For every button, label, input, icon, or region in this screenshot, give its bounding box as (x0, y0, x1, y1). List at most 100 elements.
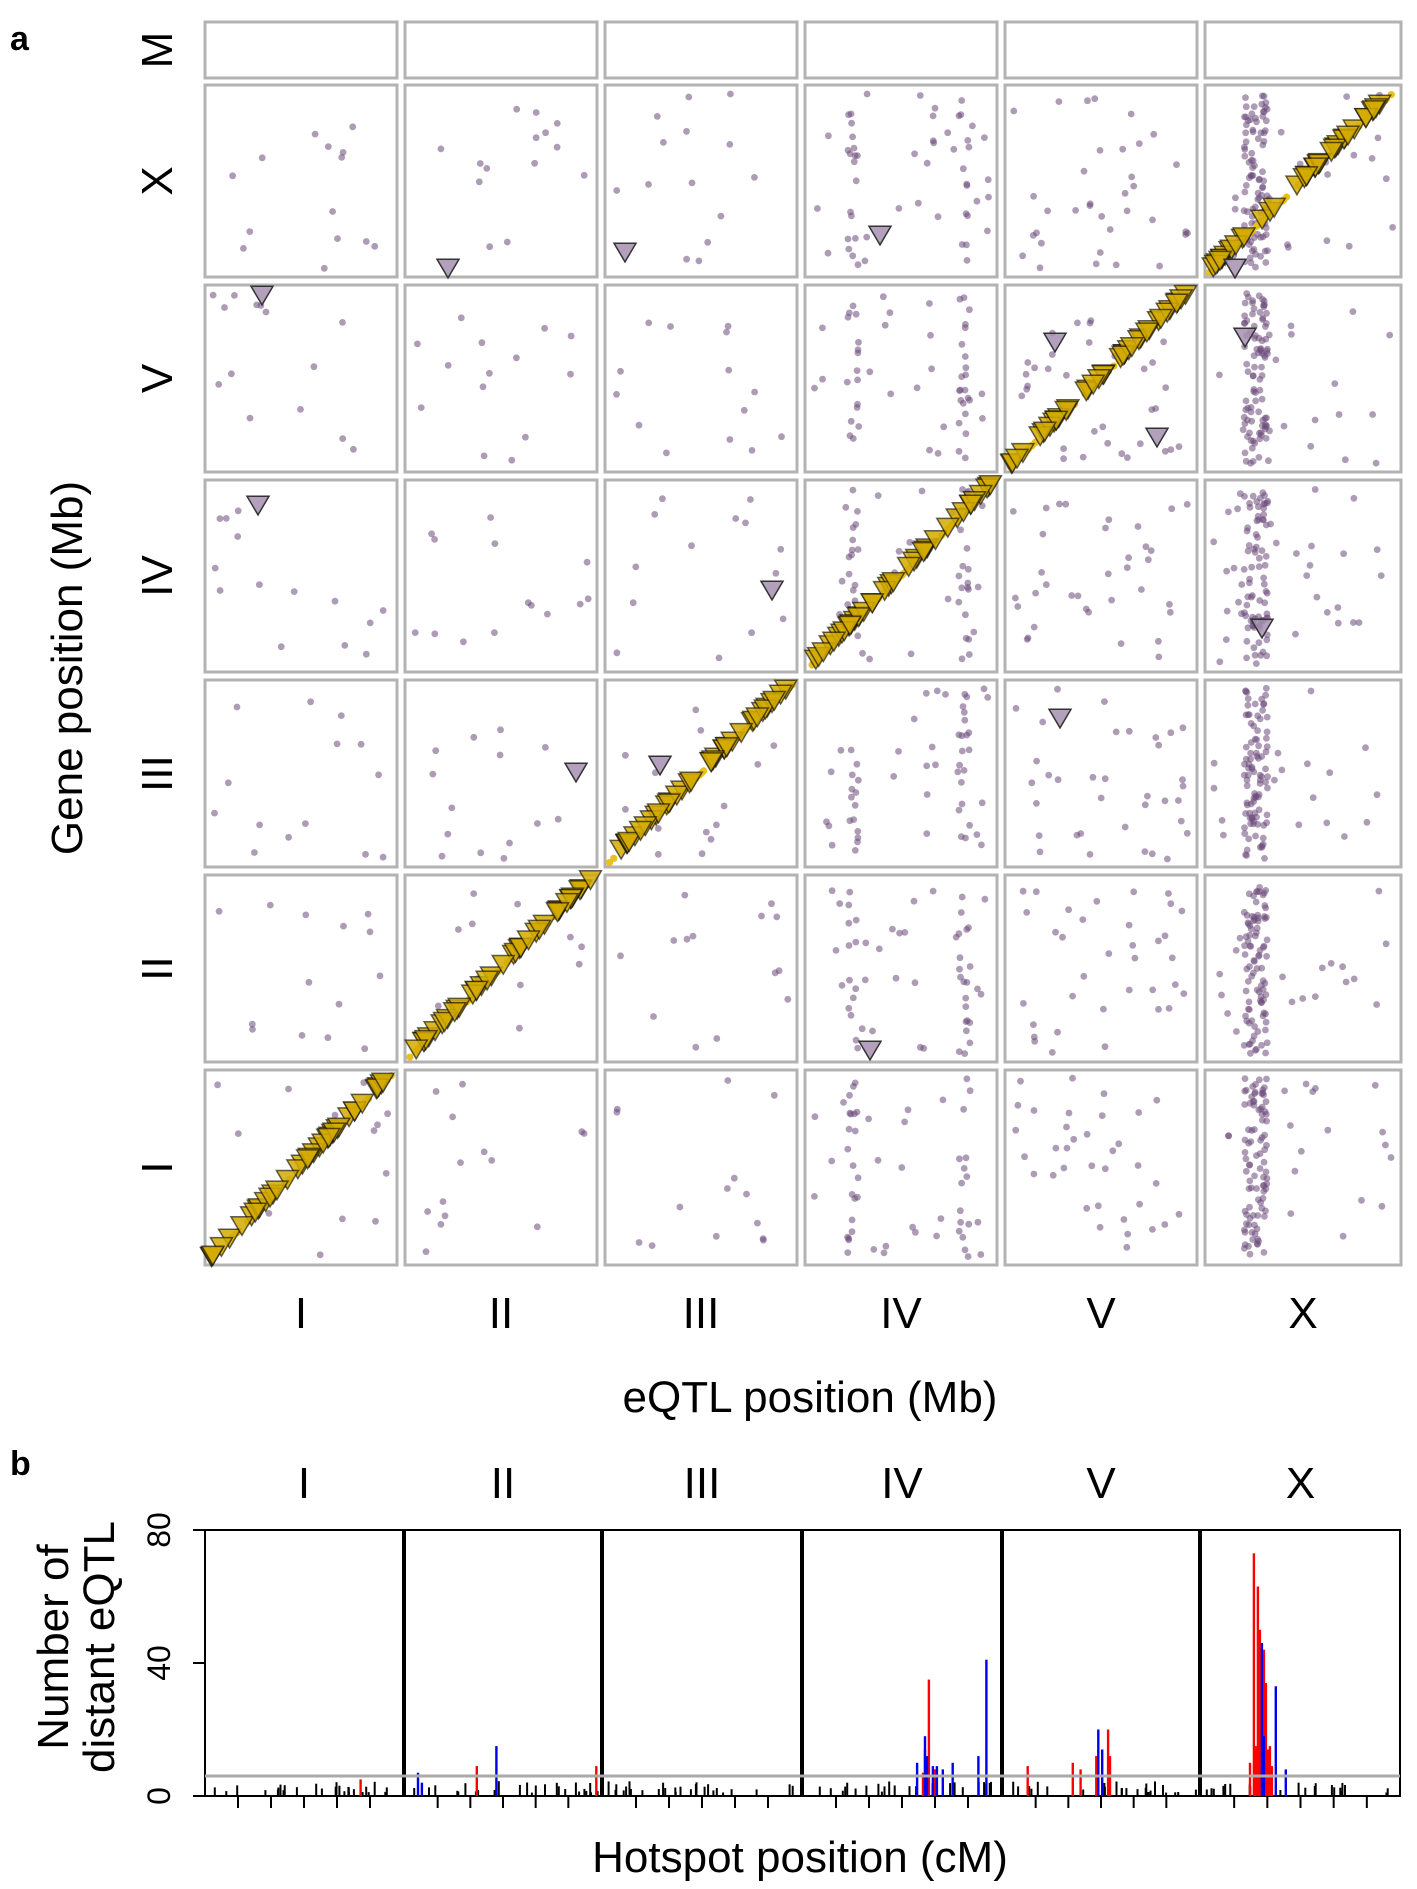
facet-cell-IV-II (403, 478, 599, 674)
distant-eqtl-point (963, 257, 971, 264)
distant-eqtl-point (1105, 516, 1113, 524)
distant-eqtl-point (1098, 213, 1106, 220)
hotspot-bar-black (846, 1782, 849, 1796)
distant-eqtl-point (1079, 453, 1087, 461)
x-axis-title-b: Hotspot position (cM) (592, 1833, 1008, 1882)
distant-eqtl-point (955, 806, 963, 814)
distant-eqtl-point (1100, 1005, 1107, 1013)
distant-eqtl-point (460, 638, 467, 646)
distant-eqtl-point (965, 143, 973, 151)
distant-eqtl-point (1372, 459, 1380, 467)
distant-eqtl-point (942, 691, 949, 698)
distant-eqtl-point (1030, 623, 1038, 631)
distant-eqtl-point (1258, 337, 1266, 345)
distant-eqtl-point (364, 910, 372, 918)
distant-eqtl-point (1256, 435, 1264, 443)
local-hotspot-triangle (285, 1159, 311, 1181)
distant-eqtl-point (1022, 370, 1030, 378)
distant-eqtl-point (962, 634, 970, 642)
distant-eqtl-point (1246, 575, 1253, 583)
distant-eqtl-point (985, 193, 992, 201)
hotspot-bar-black (730, 1789, 733, 1796)
facet-cell-X-V (1003, 83, 1199, 279)
hotspot-bar-black (335, 1782, 338, 1796)
distant-eqtl-point (1254, 230, 1261, 238)
hotspot-bar-black (385, 1787, 388, 1796)
facet-cell-X-X (1200, 83, 1403, 279)
facet-cell-IV-IV (803, 475, 1003, 674)
distant-eqtl-point (962, 1003, 970, 1010)
facet-cell-M-V (1003, 20, 1199, 80)
distant-eqtl-point (1241, 1101, 1249, 1108)
local-hotspot-triangle (911, 541, 936, 563)
distant-eqtl-point (920, 1044, 928, 1052)
distant-eqtl-point (966, 963, 974, 970)
distant-eqtl-point (854, 261, 862, 269)
distant-eqtl-point (922, 689, 930, 697)
distant-eqtl-point (1054, 685, 1061, 693)
facet-cell-X-I (203, 83, 399, 279)
hotspot-bar-red (1079, 1769, 1082, 1796)
facet-frame (803, 20, 999, 80)
facet-frame (1003, 678, 1199, 869)
hotspot-bar-black (844, 1786, 847, 1796)
hotspot-bar-black (1145, 1783, 1148, 1796)
distant-eqtl-point (1261, 915, 1269, 922)
local-hotspot-triangle (958, 494, 984, 516)
distant-eqtl-point (852, 1036, 860, 1044)
distant-eqtl-point (954, 768, 962, 776)
distant-eqtl-point (770, 1091, 778, 1099)
hotspot-bar-black (413, 1788, 416, 1796)
distant-eqtl-point (964, 137, 972, 144)
hotspot-column-label: II (491, 1459, 515, 1508)
distant-eqtl-point (1312, 1085, 1319, 1092)
distant-eqtl-point (880, 1249, 888, 1257)
distant-eqtl-point (1291, 1167, 1299, 1175)
local-hotspot-triangle (761, 690, 787, 712)
distant-eqtl-point (1262, 904, 1269, 912)
distant-eqtl-point (1281, 1087, 1288, 1095)
distant-eqtl-point (713, 821, 720, 829)
hotspot-bar-black (1147, 1792, 1150, 1796)
hotspot-bar-black (1028, 1786, 1031, 1796)
distant-eqtl-point (1183, 829, 1191, 837)
hotspot-bar-black (1341, 1782, 1344, 1796)
distant-eqtl-point (234, 533, 242, 540)
distant-eqtl-point (957, 973, 964, 981)
distant-eqtl-point (907, 650, 915, 658)
distant-eqtl-point (852, 985, 860, 993)
distant-eqtl-point (1323, 237, 1331, 245)
hotspot-bar-black (1212, 1788, 1215, 1796)
distant-eqtl-point (384, 1110, 391, 1118)
local-hotspot-triangle (1043, 410, 1069, 432)
distant-eqtl-point (1247, 925, 1255, 933)
distant-eqtl-point (1243, 360, 1251, 368)
distant-eqtl-point (1313, 593, 1321, 601)
distant-eqtl-point (939, 1096, 947, 1104)
distant-eqtl-point (497, 726, 504, 734)
distant-eqtl-point (532, 109, 540, 116)
distant-eqtl-point (1349, 308, 1357, 315)
distant-eqtl-point (333, 740, 341, 748)
distant-eqtl-point (962, 1154, 970, 1162)
distant-eqtl-point (366, 619, 374, 627)
hotspot-bar-black (589, 1783, 592, 1796)
distant-eqtl-point (1049, 1171, 1057, 1179)
facet-cell-III-X (1203, 678, 1403, 869)
distant-eqtl-point (1271, 776, 1278, 784)
distant-eqtl-point (1020, 1000, 1027, 1007)
hotspot-bar-black (1344, 1785, 1346, 1796)
distant-eqtl-point (870, 1246, 878, 1253)
distant-eqtl-point (960, 1165, 968, 1172)
facet-frame (203, 83, 399, 279)
distant-eqtl-point (1065, 906, 1072, 914)
distant-eqtl-point (854, 1193, 861, 1201)
hotspot-bar-black (990, 1781, 992, 1796)
distant-eqtl-point (911, 979, 919, 987)
distant-eqtl-point (977, 1251, 985, 1258)
distant-eqtl-point (1262, 435, 1270, 442)
facet-cell-I-V (1003, 1068, 1199, 1267)
distant-eqtl-point (553, 120, 561, 127)
distant-eqtl-point (1245, 1041, 1253, 1048)
facet-cell-III-II (403, 678, 599, 869)
